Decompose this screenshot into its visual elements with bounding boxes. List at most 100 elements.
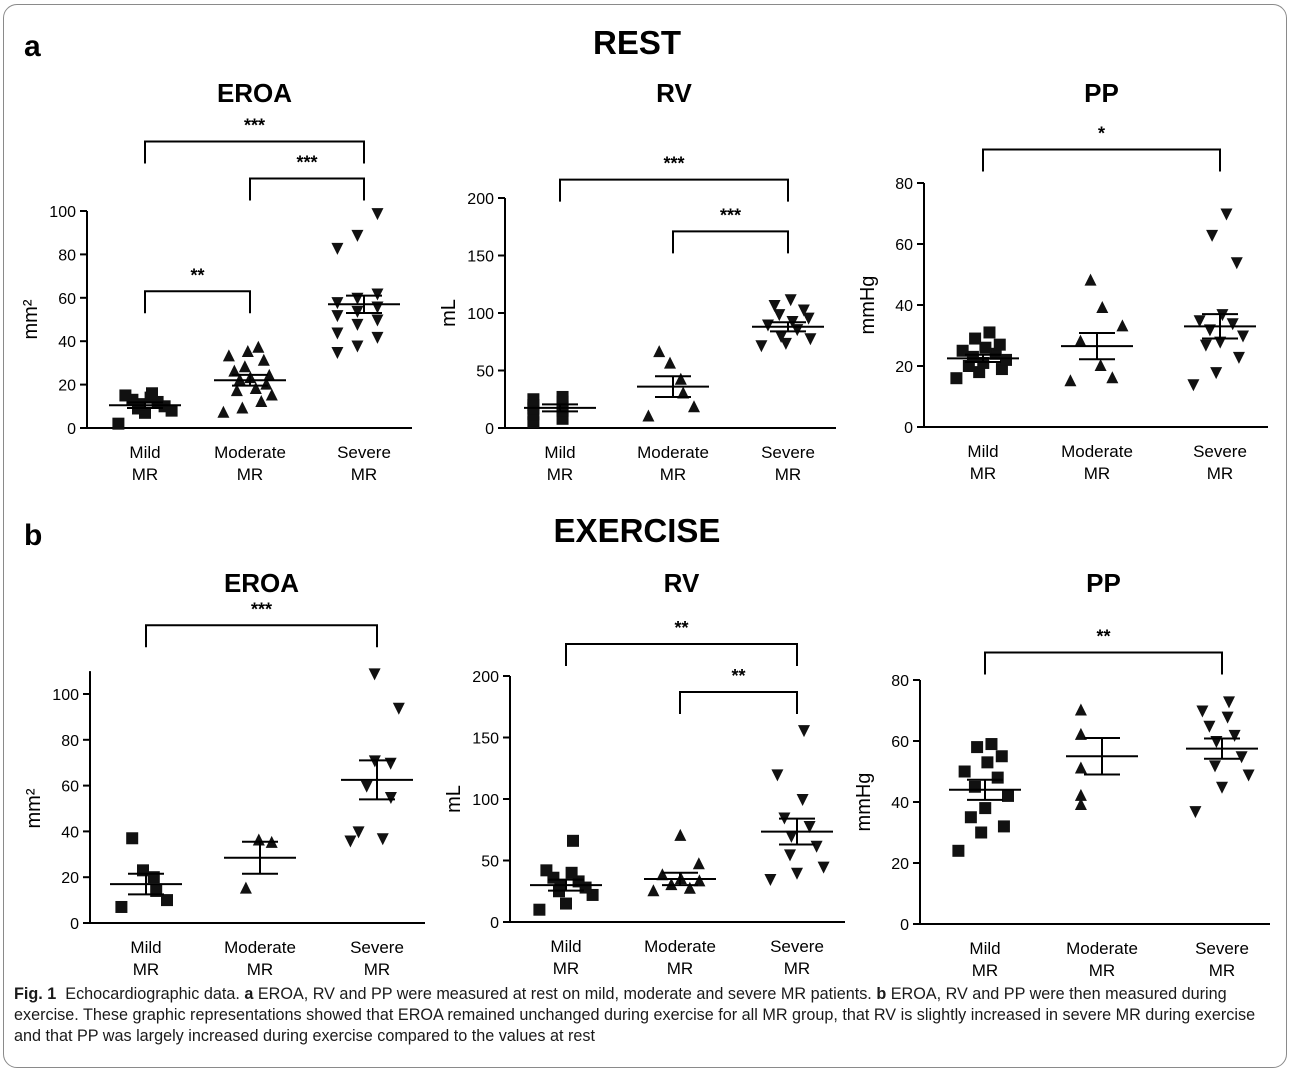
x-tick-label: Moderate [644,937,716,956]
data-point [1064,374,1077,387]
x-tick-label: MR [351,465,377,484]
data-point [560,897,572,910]
data-point [1189,806,1202,819]
data-point [249,381,262,394]
data-point [647,884,660,897]
significance-label: * [1098,123,1105,143]
y-tick-label: 150 [467,249,494,266]
data-point [126,832,139,845]
y-tick-label: 80 [895,176,913,193]
data-point [656,868,669,881]
data-point [257,353,270,366]
significance-bracket [249,177,365,201]
panel-title-exercise: EXERCISE [554,512,721,549]
x-tick-label: MR [972,961,998,980]
data-point [764,873,777,886]
x-tick-label: Mild [967,442,998,461]
y-tick-label: 40 [61,824,79,841]
data-point [351,229,364,242]
chart-title: EROA [224,568,299,598]
data-point [368,668,381,681]
data-point [1209,760,1221,773]
data-point [1002,789,1014,802]
x-tick-label: Severe [1193,442,1247,461]
y-tick-label: 100 [472,792,499,809]
panel-letter-a: a [24,30,41,63]
x-tick-label: MR [364,960,390,979]
significance-label: ** [731,666,745,686]
data-point [217,405,230,418]
y-tick-label: 60 [895,237,913,254]
data-point [1106,371,1119,384]
echocardiographic-figure: a REST b EXERCISE EROA 0 20 40 60 80 100 mm² Mil… [20,24,1270,980]
data-point [112,417,125,430]
y-axis-label: mmHg [853,773,875,832]
data-point [384,792,397,805]
chart-b-rv: RV 0 50 100 150 200 mL Mild MR Moderate MR Severe MR… [443,568,845,978]
data-point [817,861,830,874]
data-point [115,900,128,913]
data-point [969,332,982,345]
caption-part-a-letter: a [244,985,254,1003]
x-tick-label: Severe [337,443,391,462]
x-tick-label: Mild [130,938,161,957]
data-point [360,780,373,793]
data-point [995,363,1008,376]
chart-title: RV [656,78,692,108]
data-point [979,802,992,815]
data-point [1074,788,1087,801]
data-point [1230,257,1243,270]
data-point [392,702,405,715]
data-point [755,340,768,353]
data-point [653,345,666,358]
data-point [331,242,344,255]
data-point [1084,273,1097,286]
x-tick-label: Mild [969,939,1000,958]
figure-frame [3,4,1287,1068]
data-point [252,340,265,353]
data-point [1242,769,1255,782]
data-point [230,384,243,397]
data-point [331,297,344,310]
significance-label: ** [674,618,688,638]
data-point [351,292,364,305]
chart-group: EROA 0 20 40 60 80 100 mm² Mild MR Moderate MR Sever… [20,78,1270,980]
data-point [797,304,810,317]
data-point [991,771,1004,784]
significance-label: *** [251,599,272,619]
chart-a-eroa: EROA 0 20 40 60 80 100 mm² Mild MR Moderate MR Sever… [20,78,412,484]
data-point [1223,696,1235,709]
data-point [775,331,788,343]
y-tick-label: 0 [70,916,79,933]
data-point [241,345,254,358]
data-point [228,364,241,377]
significance-bracket [672,230,789,254]
data-point [674,372,687,385]
x-tick-label: Mild [544,443,575,462]
x-tick-label: MR [547,465,573,484]
data-point [796,794,809,806]
data-point [979,341,992,354]
data-point [995,750,1008,763]
y-tick-label: 100 [49,204,76,221]
x-tick-label: Moderate [1061,442,1133,461]
x-tick-label: MR [237,465,263,484]
x-tick-label: Severe [1195,939,1249,958]
data-point [1074,334,1087,347]
data-point [255,394,268,407]
x-tick-label: Severe [350,938,404,957]
y-tick-label: 0 [490,915,499,932]
data-point [791,867,803,880]
data-point [1074,727,1087,740]
chart-title: EROA [217,78,292,108]
data-point [683,881,696,894]
data-point [1074,761,1087,774]
y-tick-label: 50 [476,364,494,381]
significance-bracket [145,624,378,648]
data-point [693,874,706,887]
data-point [331,327,344,340]
x-tick-label: MR [1084,464,1110,483]
y-tick-label: 80 [58,247,76,264]
caption-part-a-text: EROA, RV and PP were measured at rest on… [257,985,872,1003]
y-tick-label: 20 [61,870,79,887]
